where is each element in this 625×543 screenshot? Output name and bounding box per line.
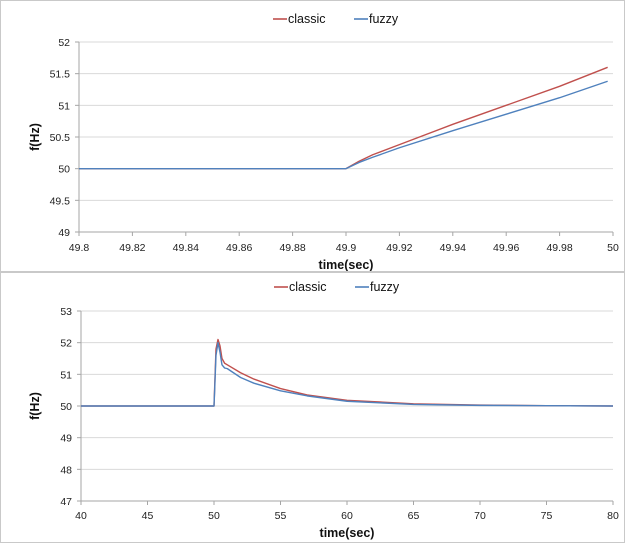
x-axis-title: time(sec) (319, 258, 374, 271)
x-tick-label: 49.88 (279, 242, 305, 254)
y-tick-label: 49.5 (50, 195, 71, 207)
chart-panel-top: 49 49.5 50 50.5 51 51.5 52 49.8 49.82 49.84 49.86 4… (0, 0, 625, 272)
y-tick-label: 51.5 (50, 69, 71, 81)
x-tick-label: 75 (541, 510, 553, 522)
x-tick-label: 70 (474, 510, 486, 522)
y-tick-label: 48 (60, 464, 72, 476)
y-axis-title: f(Hz) (28, 392, 42, 420)
y-tick-label: 49 (58, 227, 70, 239)
x-tick-label: 49.9 (336, 242, 357, 254)
series-line-fuzzy (79, 80, 608, 170)
legend-label-fuzzy: fuzzy (369, 12, 399, 26)
series-line-classic (79, 66, 608, 170)
x-tick-label: 49.92 (386, 242, 412, 254)
x-tick-label: 80 (607, 510, 619, 522)
legend-label-classic: classic (289, 280, 327, 294)
y-tick-label: 53 (60, 306, 72, 318)
legend-label-fuzzy: fuzzy (370, 280, 400, 294)
y-tick-label: 47 (60, 496, 72, 508)
y-tick-label: 50.5 (50, 132, 71, 144)
x-tick-label: 65 (408, 510, 420, 522)
y-tick-label: 50 (58, 164, 70, 176)
x-tick-label: 49.82 (119, 242, 145, 254)
series-line-fuzzy (81, 341, 614, 407)
y-axis-title: f(Hz) (28, 123, 42, 151)
chart-panel-bottom: 47 48 49 50 51 52 53 40 45 50 55 60 65 70 75 80 time(sec… (0, 272, 625, 543)
y-tick-label: 52 (60, 338, 72, 350)
x-tick-label: 49.86 (226, 242, 252, 254)
y-tick-label: 49 (60, 433, 72, 445)
frequency-chart-zoomed: 49 49.5 50 50.5 51 51.5 52 49.8 49.82 49.84 49.86 4… (28, 12, 619, 271)
y-tick-label: 52 (58, 37, 70, 49)
x-tick-label: 49.8 (69, 242, 90, 254)
frequency-chart-full: 47 48 49 50 51 52 53 40 45 50 55 60 65 70 75 80 time(sec… (28, 280, 619, 540)
x-tick-label: 40 (75, 510, 87, 522)
x-tick-label: 49.84 (173, 242, 199, 254)
x-tick-label: 60 (341, 510, 353, 522)
x-tick-label: 50 (208, 510, 220, 522)
y-tick-label: 51 (60, 369, 72, 381)
series-line-classic (81, 338, 614, 407)
x-tick-label: 50 (607, 242, 619, 254)
x-axis-title: time(sec) (320, 526, 375, 540)
y-tick-label: 51 (58, 100, 70, 112)
legend-label-classic: classic (288, 12, 326, 26)
x-tick-label: 49.96 (493, 242, 519, 254)
x-tick-label: 55 (275, 510, 287, 522)
x-tick-label: 49.94 (440, 242, 466, 254)
x-tick-label: 49.98 (546, 242, 572, 254)
x-tick-label: 45 (142, 510, 154, 522)
y-tick-label: 50 (60, 401, 72, 413)
